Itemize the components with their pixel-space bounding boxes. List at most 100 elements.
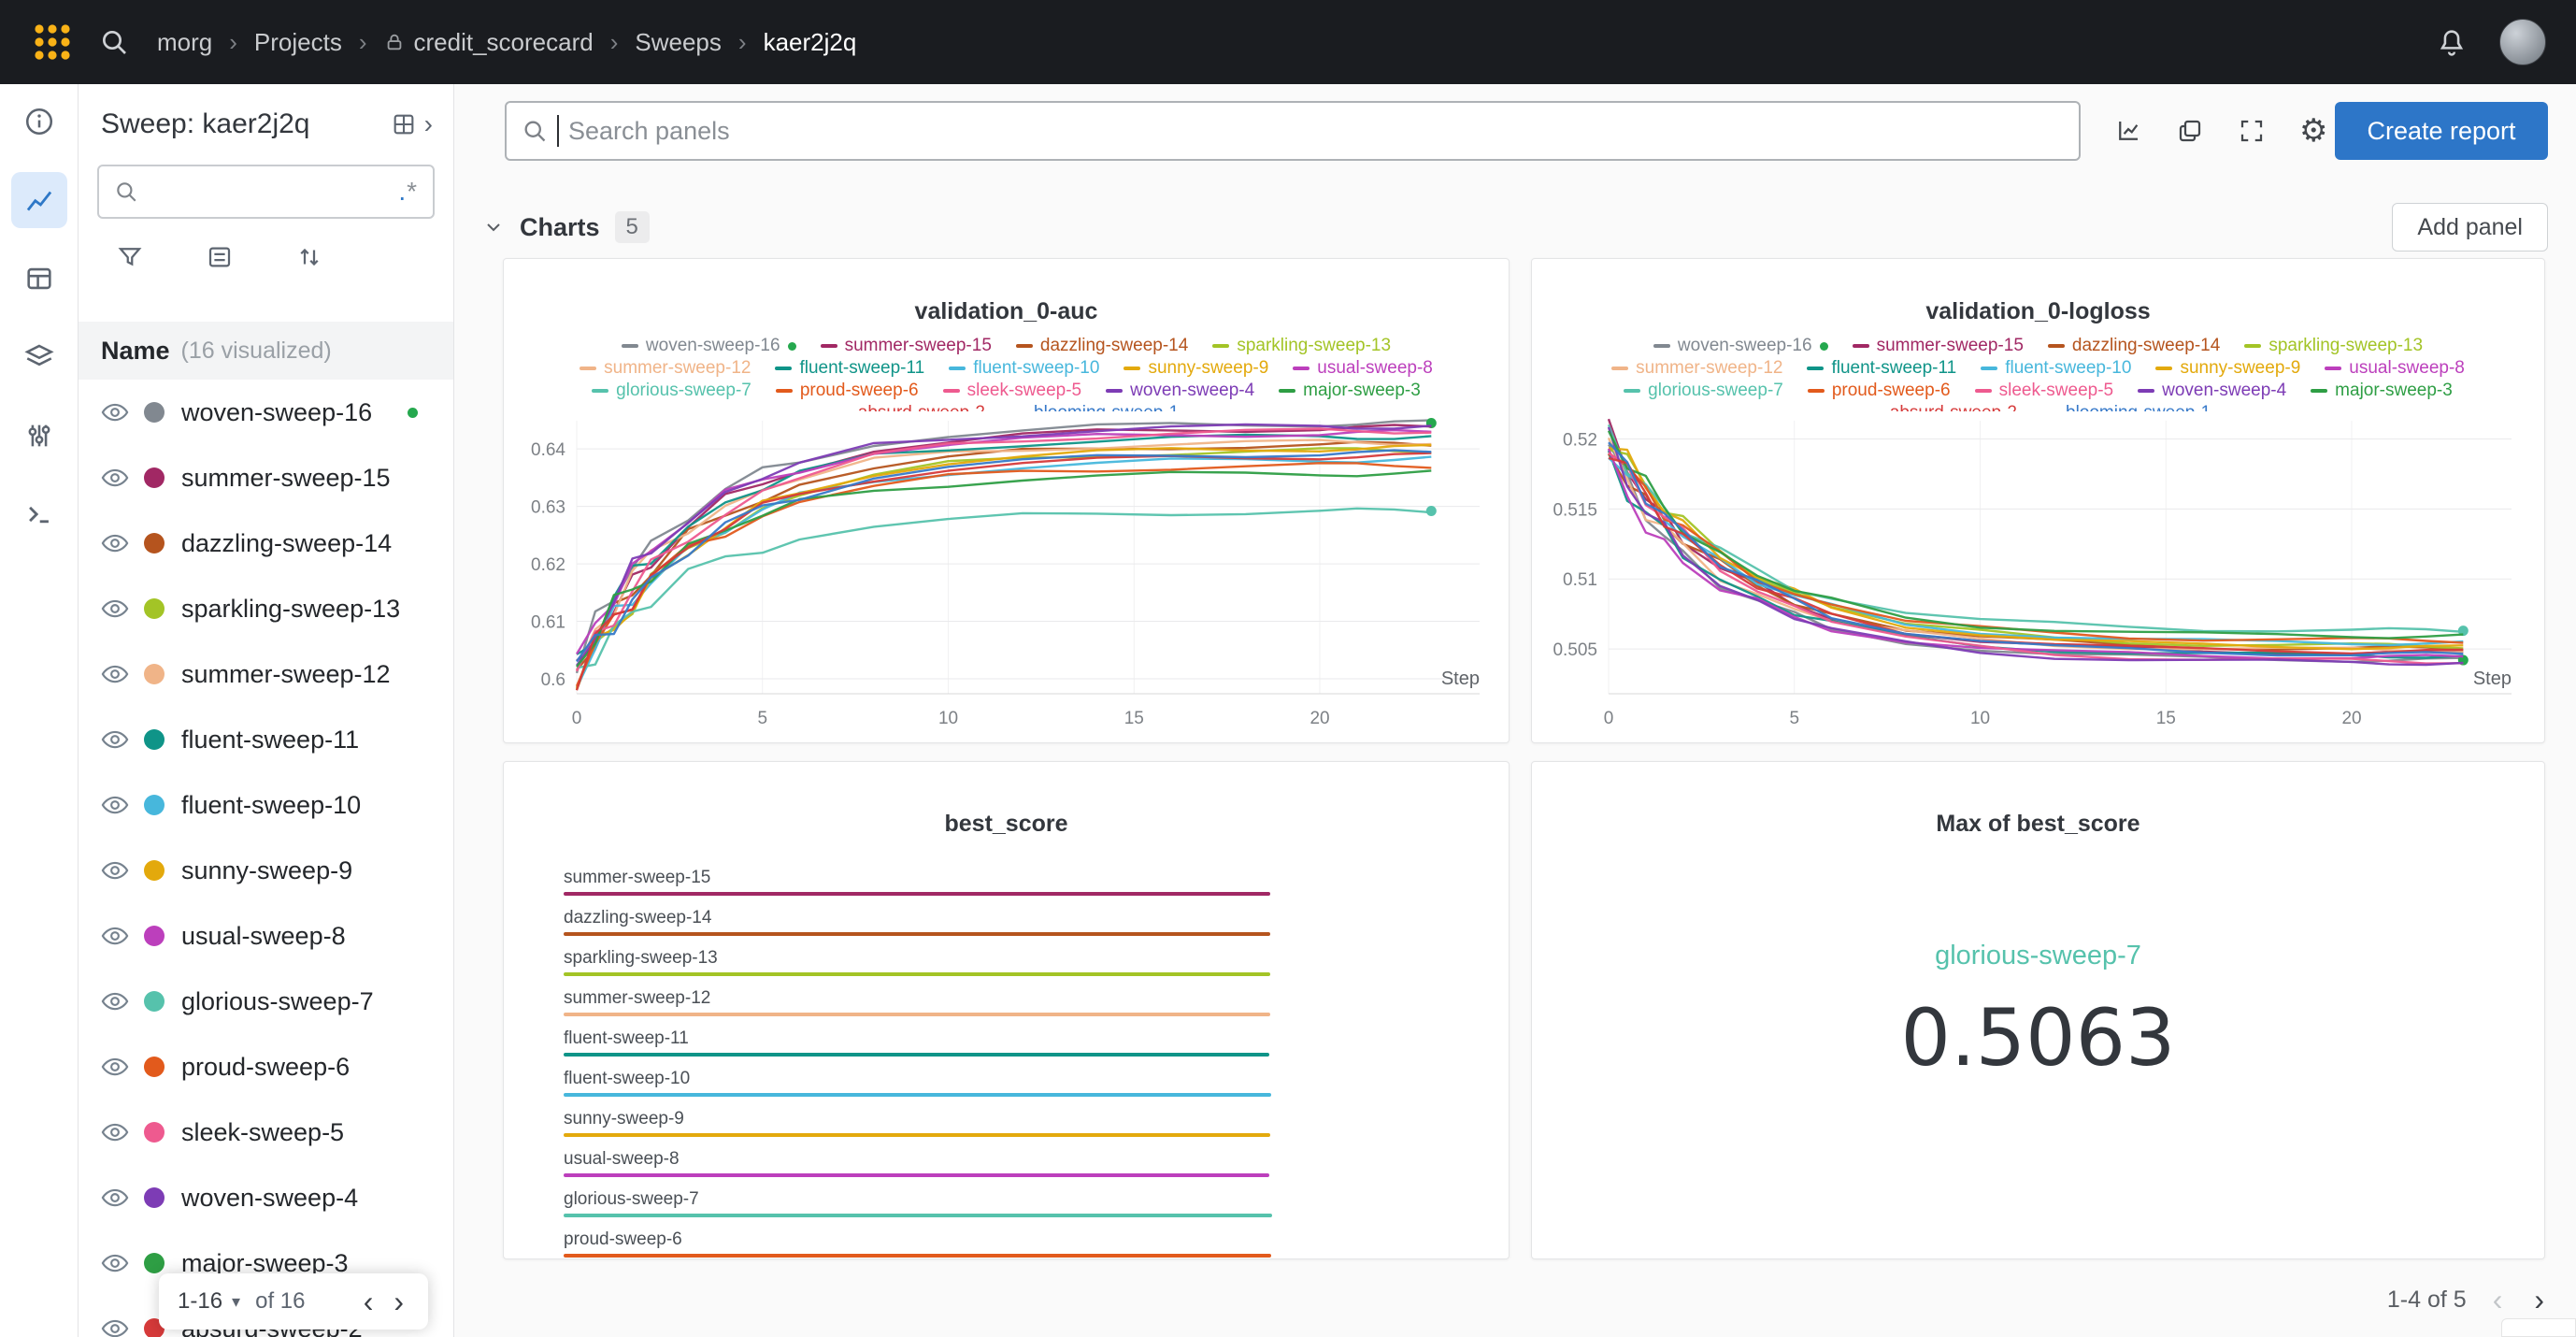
runs-list-header[interactable]: Name (16 visualized): [79, 322, 453, 380]
visibility-eye-icon[interactable]: [101, 1249, 131, 1277]
sort-runs-icon[interactable]: [295, 243, 323, 271]
legend-item[interactable]: sunny-sweep-9: [2155, 358, 2300, 379]
visibility-eye-icon[interactable]: [101, 660, 131, 688]
panel-best-score[interactable]: best_score summer-sweep-15 dazzling-sweep…: [503, 761, 1510, 1259]
visibility-eye-icon[interactable]: [101, 595, 131, 623]
run-row[interactable]: fluent-sweep-11: [79, 707, 453, 772]
next-page-button[interactable]: ›: [394, 1285, 404, 1318]
run-row[interactable]: glorious-sweep-7: [79, 969, 453, 1034]
visibility-eye-icon[interactable]: [101, 726, 131, 754]
breadcrumb-sweeps[interactable]: Sweeps: [635, 27, 722, 56]
breadcrumb-projects[interactable]: Projects: [253, 27, 342, 56]
sweep-overview-icon[interactable]: [11, 93, 67, 150]
legend-item[interactable]: usual-sweep-8: [1293, 358, 1433, 379]
run-name[interactable]: summer-sweep-12: [181, 659, 391, 688]
fullscreen-icon[interactable]: [2238, 117, 2266, 145]
run-name[interactable]: fluent-sweep-10: [181, 790, 362, 819]
panel-max-best-score[interactable]: Max of best_score glorious-sweep-7 0.506…: [1531, 761, 2545, 1259]
bar-row[interactable]: summer-sweep-12: [564, 988, 1509, 1016]
run-name[interactable]: fluent-sweep-11: [181, 725, 360, 754]
run-row[interactable]: woven-sweep-4: [79, 1165, 453, 1230]
run-name[interactable]: glorious-sweep-7: [181, 986, 374, 1015]
axis-settings-icon[interactable]: [2114, 117, 2142, 145]
notifications-bell-icon[interactable]: [2436, 26, 2468, 58]
run-row[interactable]: dazzling-sweep-14: [79, 510, 453, 576]
legend-item[interactable]: glorious-sweep-7: [1624, 381, 1783, 401]
bar-row[interactable]: fluent-sweep-10: [564, 1069, 1509, 1097]
panel-validation-logloss[interactable]: validation_0-logloss woven-sweep-16 summe…: [1531, 258, 2545, 743]
run-name[interactable]: proud-sweep-6: [181, 1052, 351, 1081]
bar-row[interactable]: sunny-sweep-9: [564, 1109, 1509, 1137]
breadcrumb-project[interactable]: credit_scorecard: [413, 27, 594, 56]
run-name[interactable]: sparkling-sweep-13: [181, 594, 401, 623]
legend-item[interactable]: absurd-sweep-2: [1866, 403, 2017, 411]
wandb-logo[interactable]: [30, 20, 75, 65]
page-range-dropdown[interactable]: 1-16: [178, 1288, 223, 1314]
visibility-eye-icon[interactable]: [101, 922, 131, 950]
legend-item[interactable]: woven-sweep-4: [1106, 381, 1254, 401]
legend-item[interactable]: fluent-sweep-11: [775, 358, 924, 379]
run-name[interactable]: usual-sweep-8: [181, 921, 346, 950]
panel-search-input[interactable]: [568, 116, 2064, 146]
legend-item[interactable]: woven-sweep-16: [621, 336, 796, 356]
visibility-eye-icon[interactable]: [101, 856, 131, 884]
legend-item[interactable]: glorious-sweep-7: [592, 381, 751, 401]
run-name[interactable]: summer-sweep-15: [181, 463, 391, 492]
bar-row[interactable]: summer-sweep-15: [564, 868, 1509, 896]
run-name[interactable]: woven-sweep-4: [181, 1183, 359, 1212]
run-row[interactable]: sleek-sweep-5: [79, 1100, 453, 1165]
legend-item[interactable]: proud-sweep-6: [775, 381, 919, 401]
line-chart[interactable]: 0.505 0.51 0.515 0.52 0 5 10 15 20 Step: [1537, 413, 2540, 736]
bar-row[interactable]: glorious-sweep-7: [564, 1189, 1509, 1217]
legend-item[interactable]: woven-sweep-16: [1653, 336, 1828, 356]
visibility-eye-icon[interactable]: [101, 791, 131, 819]
bar-row[interactable]: dazzling-sweep-14: [564, 908, 1509, 936]
legend-item[interactable]: major-sweep-3: [2311, 381, 2453, 401]
visibility-eye-icon[interactable]: [101, 464, 131, 492]
run-name[interactable]: woven-sweep-16: [181, 397, 373, 426]
run-row[interactable]: usual-sweep-8: [79, 903, 453, 969]
bar-row[interactable]: sparkling-sweep-13: [564, 948, 1509, 976]
run-row[interactable]: sparkling-sweep-13: [79, 576, 453, 641]
legend-item[interactable]: major-sweep-3: [1279, 381, 1421, 401]
run-row[interactable]: summer-sweep-15: [79, 445, 453, 510]
add-panel-button[interactable]: Add panel: [2392, 203, 2548, 252]
filter-funnel-icon[interactable]: [116, 243, 144, 271]
logs-terminal-icon[interactable]: [11, 486, 67, 542]
legend-item[interactable]: dazzling-sweep-14: [1015, 336, 1188, 356]
visibility-eye-icon[interactable]: [101, 987, 131, 1015]
charts-section-chevron-icon[interactable]: [482, 216, 505, 238]
legend-item[interactable]: fluent-sweep-10: [949, 358, 1099, 379]
run-name[interactable]: sunny-sweep-9: [181, 855, 353, 884]
legend-item[interactable]: dazzling-sweep-14: [2047, 336, 2220, 356]
legend-item[interactable]: absurd-sweep-2: [834, 403, 985, 411]
visibility-eye-icon[interactable]: [101, 529, 131, 557]
sweep-controls-icon[interactable]: [11, 408, 67, 464]
run-row[interactable]: woven-sweep-16: [79, 380, 453, 445]
breadcrumb-entity[interactable]: morg: [157, 27, 213, 56]
expand-runs-chevron-icon[interactable]: ›: [423, 109, 433, 138]
run-row[interactable]: summer-sweep-12: [79, 641, 453, 707]
run-row[interactable]: proud-sweep-6: [79, 1034, 453, 1100]
runs-table-icon[interactable]: [11, 251, 67, 307]
visibility-eye-icon[interactable]: [101, 1315, 131, 1337]
panels-prev-button[interactable]: ‹: [2492, 1283, 2503, 1316]
run-row[interactable]: fluent-sweep-10: [79, 772, 453, 838]
legend-item[interactable]: blooming-sweep-1: [2041, 403, 2211, 411]
panels-next-button[interactable]: ›: [2534, 1283, 2544, 1316]
legend-item[interactable]: summer-sweep-15: [1852, 336, 2024, 356]
nav-search-icon[interactable]: [99, 27, 129, 57]
legend-item[interactable]: blooming-sweep-1: [1009, 403, 1179, 411]
legend-item[interactable]: fluent-sweep-10: [1981, 358, 2131, 379]
create-report-button[interactable]: Create report: [2335, 102, 2548, 160]
legend-item[interactable]: fluent-sweep-11: [1807, 358, 1956, 379]
user-avatar[interactable]: [2499, 19, 2546, 65]
artifacts-icon[interactable]: [11, 329, 67, 385]
visibility-eye-icon[interactable]: [101, 1118, 131, 1146]
legend-item[interactable]: sunny-sweep-9: [1123, 358, 1268, 379]
run-row[interactable]: major-sweep-3: [79, 1230, 453, 1296]
regex-toggle[interactable]: .*: [398, 177, 418, 206]
visibility-eye-icon[interactable]: [101, 1184, 131, 1212]
legend-item[interactable]: sparkling-sweep-13: [2244, 336, 2423, 356]
breadcrumb-sweep-id[interactable]: kaer2j2q: [763, 27, 857, 56]
